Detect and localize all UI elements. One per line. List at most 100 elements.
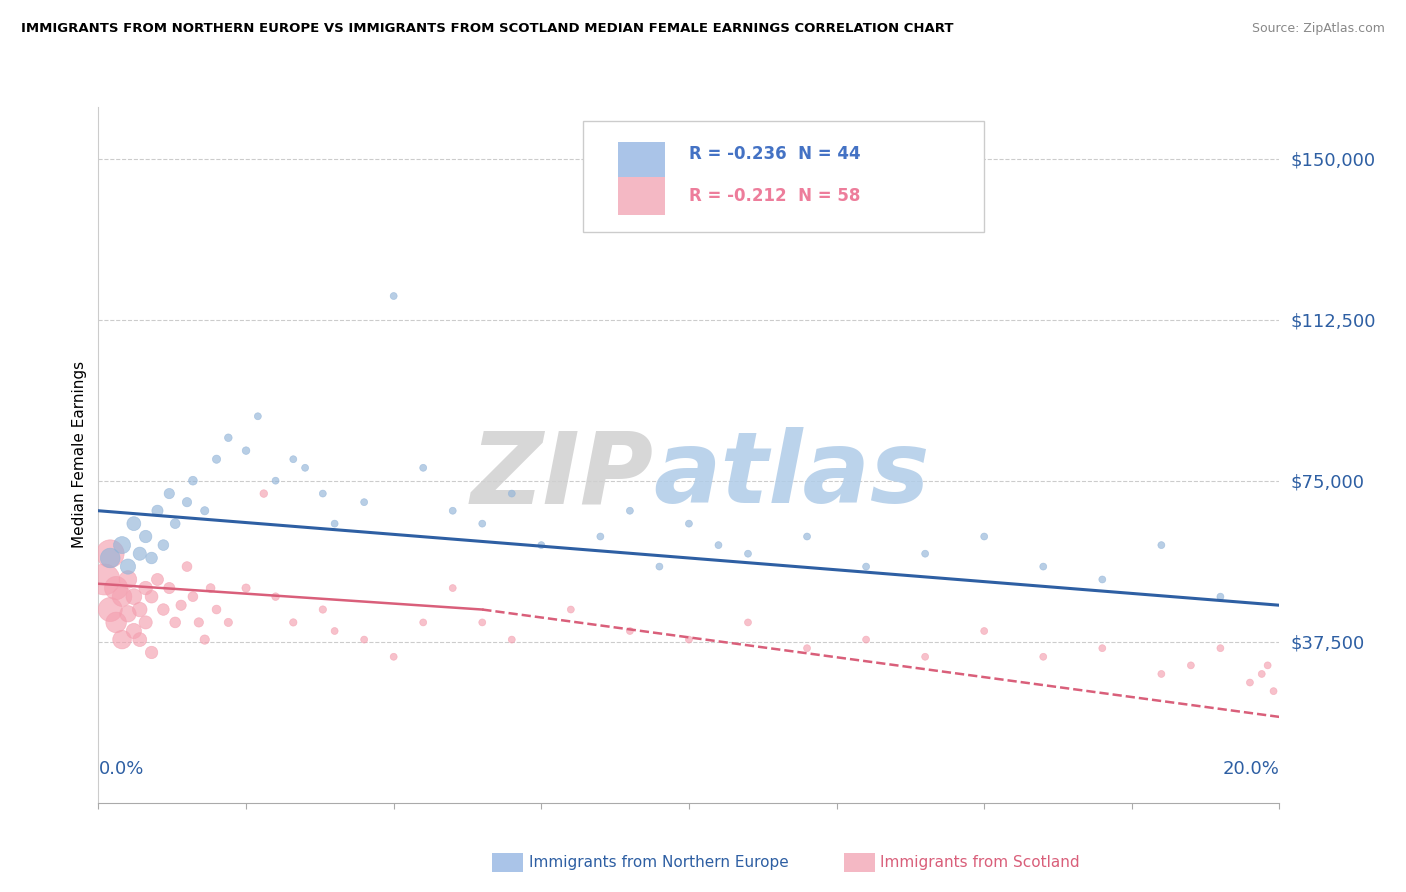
Point (122, 590, 145, 604)
Point (1263, 684, 1285, 698)
Point (914, 547, 936, 561)
Text: IMMIGRANTS FROM NORTHERN EUROPE VS IMMIGRANTS FROM SCOTLAND MEDIAN FEMALE EARNIN: IMMIGRANTS FROM NORTHERN EUROPE VS IMMIG… (21, 22, 953, 36)
Point (141, 645, 163, 659)
Point (737, 615, 759, 630)
Point (111, 538, 134, 552)
Point (141, 590, 163, 604)
Point (141, 551, 163, 566)
Point (707, 538, 730, 552)
Point (200, 581, 222, 595)
Point (122, 516, 145, 531)
Point (619, 624, 641, 638)
Point (560, 602, 582, 616)
Text: 20.0%: 20.0% (1223, 760, 1279, 778)
Point (165, 615, 187, 630)
Point (105, 581, 128, 595)
Point (135, 615, 157, 630)
Point (1209, 590, 1232, 604)
Point (181, 474, 204, 488)
Text: R = -0.212  N = 58: R = -0.212 N = 58 (689, 187, 860, 205)
Point (235, 581, 257, 595)
Point (1032, 559, 1054, 574)
Text: Immigrants from Scotland: Immigrants from Scotland (880, 855, 1080, 870)
Point (737, 547, 759, 561)
Point (246, 409, 269, 424)
Point (1209, 641, 1232, 656)
Text: Immigrants from Northern Europe: Immigrants from Northern Europe (529, 855, 789, 870)
Point (471, 516, 494, 531)
Point (176, 495, 198, 509)
Point (412, 460, 434, 475)
Point (187, 615, 209, 630)
Point (128, 632, 150, 647)
Point (323, 624, 346, 638)
Text: ZIP: ZIP (471, 427, 654, 524)
Text: R = -0.236  N = 44: R = -0.236 N = 44 (689, 145, 860, 163)
Point (111, 590, 134, 604)
Text: Source: ZipAtlas.com: Source: ZipAtlas.com (1251, 22, 1385, 36)
Point (283, 452, 305, 467)
Point (111, 632, 134, 647)
Point (105, 615, 128, 630)
Point (1032, 649, 1054, 664)
Point (157, 581, 180, 595)
Point (312, 486, 335, 500)
Point (217, 431, 239, 445)
Point (441, 504, 464, 518)
Point (93, 573, 115, 587)
Point (501, 632, 523, 647)
Point (146, 573, 169, 587)
Point (648, 559, 671, 574)
Point (312, 602, 335, 616)
Point (412, 615, 434, 630)
Point (441, 581, 464, 595)
Point (152, 538, 174, 552)
FancyBboxPatch shape (619, 177, 665, 215)
Point (530, 538, 553, 552)
Point (678, 632, 700, 647)
Point (1150, 538, 1173, 552)
Point (1257, 658, 1279, 673)
Point (973, 529, 995, 543)
Point (855, 632, 877, 647)
Point (205, 602, 228, 616)
Point (796, 641, 818, 656)
Point (264, 474, 287, 488)
Point (471, 615, 494, 630)
Point (217, 615, 239, 630)
Point (135, 581, 157, 595)
Point (283, 615, 305, 630)
Point (157, 486, 180, 500)
Point (122, 624, 145, 638)
Point (152, 602, 174, 616)
Point (855, 559, 877, 574)
Point (1180, 658, 1202, 673)
Point (235, 443, 257, 458)
Text: 0.0%: 0.0% (98, 760, 143, 778)
Point (170, 599, 193, 613)
Point (589, 529, 612, 543)
FancyBboxPatch shape (619, 142, 665, 180)
Y-axis label: Median Female Earnings: Median Female Earnings (72, 361, 87, 549)
Point (294, 460, 316, 475)
Point (1250, 667, 1272, 681)
Point (1091, 573, 1114, 587)
Point (253, 486, 276, 500)
Point (382, 289, 405, 303)
Point (914, 649, 936, 664)
Text: atlas: atlas (654, 427, 929, 524)
Point (323, 516, 346, 531)
Point (1150, 667, 1173, 681)
Point (176, 559, 198, 574)
Point (1239, 675, 1261, 690)
Point (973, 624, 995, 638)
Point (796, 529, 818, 543)
Point (205, 452, 228, 467)
Point (194, 632, 217, 647)
Point (181, 590, 204, 604)
FancyBboxPatch shape (582, 121, 984, 232)
Point (135, 529, 157, 543)
Point (128, 602, 150, 616)
Point (264, 590, 287, 604)
Point (128, 547, 150, 561)
